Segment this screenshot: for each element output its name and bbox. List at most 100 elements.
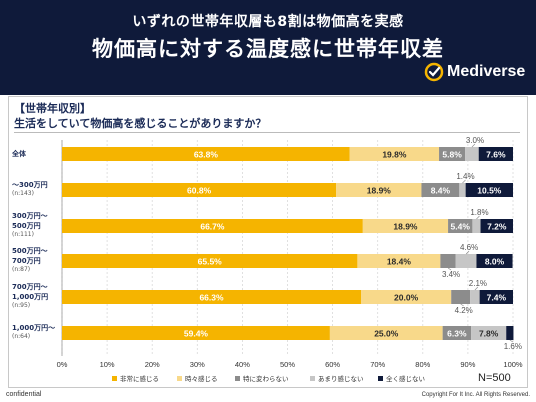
bar-value-label: 18.9% <box>393 221 418 231</box>
bar-value-label: 7.4% <box>487 292 507 302</box>
bar-segment <box>62 254 358 268</box>
x-tick-label: 90% <box>460 360 475 369</box>
bar-segment <box>357 254 441 268</box>
bar-value-label: 10.5% <box>477 185 502 195</box>
category-label: 1,000万円 <box>12 293 48 301</box>
category-sample-size: (n:143) <box>12 190 34 197</box>
bar-value-label: 19.8% <box>382 149 407 159</box>
bar-segment <box>459 183 466 197</box>
footer-confidential: confidential <box>6 391 42 398</box>
legend-swatch <box>112 376 117 381</box>
bar-value-label: 63.8% <box>194 149 219 159</box>
bar-segment <box>480 219 513 233</box>
category-sample-size: (n:87) <box>12 266 30 273</box>
bar-value-label: 5.4% <box>451 221 471 231</box>
bar-segment <box>478 147 513 161</box>
callout-leader-line <box>465 250 470 255</box>
bar-segment <box>479 290 513 304</box>
callout-leader-line <box>474 286 479 291</box>
bar-segment <box>362 219 449 233</box>
bar-value-label: 60.8% <box>187 185 212 195</box>
x-tick-label: 70% <box>370 360 385 369</box>
callout-value-label: 1.4% <box>456 172 474 181</box>
category-sample-size: (n:95) <box>12 302 30 309</box>
x-tick-label: 30% <box>190 360 205 369</box>
callout-leader-line <box>476 215 480 220</box>
callout-leader-line <box>460 303 464 307</box>
category-label: 700万円～ <box>12 283 48 291</box>
bar-value-label: 65.5% <box>198 256 223 266</box>
legend-entry: 非常に感じる <box>120 374 159 383</box>
x-tick-label: 40% <box>235 360 250 369</box>
bar-segment <box>448 219 473 233</box>
callout-value-label: 1.8% <box>470 208 488 217</box>
x-tick-label: 20% <box>145 360 160 369</box>
header-title: 物価高に対する温度感に世帯年収差 <box>92 37 444 61</box>
bar-value-label: 59.4% <box>184 328 209 338</box>
bar-segment <box>62 326 330 340</box>
bar-segment <box>336 183 422 197</box>
category-sample-size: (n:64) <box>12 333 30 340</box>
bar-value-label: 18.9% <box>367 185 392 195</box>
footer-copyright: Copyright For It Inc. All Rights Reserve… <box>421 392 530 398</box>
bar-segment <box>421 183 460 197</box>
title-divider <box>14 132 520 133</box>
bar-value-label: 8.0% <box>485 256 505 266</box>
legend-entry: あまり感じない <box>318 374 364 383</box>
legend-entry: 全く感じない <box>386 374 425 383</box>
bar-value-label: 7.8% <box>479 328 499 338</box>
legend-swatch <box>235 376 240 381</box>
bar-segment <box>506 326 514 340</box>
category-label: 500万円～ <box>12 247 48 255</box>
callout-leader-line <box>509 339 514 343</box>
x-tick-label: 80% <box>415 360 430 369</box>
bar-segment <box>62 219 363 233</box>
callout-value-label: 1.6% <box>504 342 522 351</box>
category-label: 全体 <box>11 149 27 158</box>
bar-segment <box>62 183 337 197</box>
callout-value-label: 3.0% <box>466 136 484 145</box>
bar-value-label: 5.8% <box>442 149 462 159</box>
x-tick-label: 0% <box>57 360 68 369</box>
header-banner: いずれの世帯年収層も8割は物価高を実感 物価高に対する温度感に世帯年収差 Med… <box>0 0 536 95</box>
callout-value-label: 4.6% <box>460 243 478 252</box>
callout-leader-line <box>447 267 452 271</box>
brand-logo: Mediverse <box>424 61 525 83</box>
question-title: 生活をしていて物価高を感じることがありますか？ <box>14 117 267 130</box>
bar-segment <box>465 183 513 197</box>
bar-value-label: 25.0% <box>374 328 399 338</box>
section-label: 【世帯年収別】 <box>14 102 91 115</box>
callout-value-label: 4.2% <box>455 306 473 315</box>
bar-value-label: 66.3% <box>199 292 224 302</box>
category-label: 1,000万円～ <box>12 324 55 332</box>
callout-value-label: 2.1% <box>469 279 487 288</box>
bar-value-label: 7.2% <box>487 221 507 231</box>
bar-value-label: 7.6% <box>486 149 506 159</box>
bar-segment <box>451 290 471 304</box>
legend-swatch <box>177 376 182 381</box>
bar-segment <box>455 254 477 268</box>
legend-swatch <box>310 376 315 381</box>
sample-size-label: N=500 <box>478 372 511 384</box>
category-sample-size: (n:111) <box>12 231 34 238</box>
legend-entry: 特に変わらない <box>243 374 289 383</box>
brand-mark-icon <box>424 62 444 82</box>
x-tick-label: 10% <box>100 360 115 369</box>
callout-value-label: 3.4% <box>442 270 460 279</box>
x-tick-label: 60% <box>325 360 340 369</box>
bar-segment <box>476 254 513 268</box>
callout-leader-line <box>471 143 476 148</box>
header-subtitle: いずれの世帯年収層も8割は物価高を実感 <box>132 14 404 30</box>
bar-segment <box>439 147 466 161</box>
bar-segment <box>470 290 480 304</box>
callout-leader-line <box>462 179 466 184</box>
bar-segment <box>472 219 481 233</box>
bar-value-label: 20.0% <box>394 292 419 302</box>
bar-value-label: 18.4% <box>387 256 412 266</box>
category-label: ～300万円 <box>12 181 48 189</box>
x-tick-label: 100% <box>503 360 523 369</box>
bar-value-label: 6.3% <box>447 328 467 338</box>
bar-segment <box>465 147 479 161</box>
brand-name: Mediverse <box>447 63 526 80</box>
